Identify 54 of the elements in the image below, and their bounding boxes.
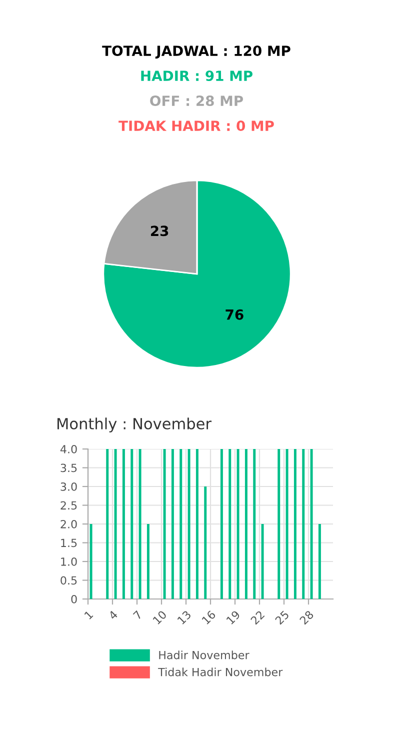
x-tick-label: 19 (226, 610, 241, 625)
bar (106, 449, 109, 599)
y-tick-label: 4.0 (60, 444, 77, 454)
bar (180, 449, 182, 599)
bar (90, 524, 92, 599)
bar (302, 449, 305, 599)
pie-slice (102, 180, 292, 368)
y-tick-label: 1.5 (61, 538, 77, 548)
bar (130, 449, 134, 599)
bar (171, 449, 174, 599)
y-tick-label: 2.5 (60, 501, 77, 510)
legend-label: Hadir November (159, 650, 250, 660)
bar (196, 449, 198, 599)
bar (228, 449, 232, 599)
bar (294, 449, 296, 599)
x-tick-label: 13 (177, 610, 192, 625)
bar (318, 524, 321, 599)
bar (310, 449, 313, 599)
bar (220, 449, 223, 599)
bar (244, 449, 248, 599)
bar (253, 449, 256, 599)
bar (138, 449, 142, 599)
y-tick-label: 0 (71, 594, 77, 604)
bar (204, 486, 207, 599)
y-tick-label: 2.0 (60, 520, 77, 528)
x-tick-label: 22 (250, 610, 265, 625)
x-tick-label: 25 (274, 610, 290, 625)
bar (146, 524, 150, 599)
y-tick-label: 1.0 (61, 557, 77, 566)
bar (278, 449, 280, 599)
x-tick-label: 7 (132, 610, 142, 620)
bar (188, 449, 190, 599)
text: TIDAK HADIR : 0 MP (118, 120, 274, 132)
text: OFF : 28 MP (150, 96, 244, 106)
chart-title: TOTAL JADWAL : 120 MP (102, 46, 290, 59)
data-label: 23 (150, 226, 168, 236)
x-tick-label: 1 (84, 610, 94, 620)
chart-subtitle: HADIR : 91 MP (141, 70, 253, 82)
bar (114, 449, 117, 599)
bar (122, 449, 125, 599)
data-label: 76 (226, 309, 244, 320)
y-tick-label: 3.5 (60, 464, 77, 472)
y-tick-label: 3.0 (60, 482, 77, 491)
x-tick-label: 16 (202, 610, 216, 625)
bar (261, 524, 264, 599)
y-tick-label: 0.5 (60, 576, 77, 585)
chart-title: Monthly : November (58, 418, 212, 432)
x-tick-label: 28 (299, 610, 314, 625)
x-tick-label: 10 (152, 610, 168, 625)
legend-label: Tidak Hadir November (158, 668, 283, 676)
x-tick-label: 4 (108, 610, 118, 620)
bar (236, 449, 240, 599)
bar (286, 449, 288, 599)
bar (163, 449, 166, 599)
